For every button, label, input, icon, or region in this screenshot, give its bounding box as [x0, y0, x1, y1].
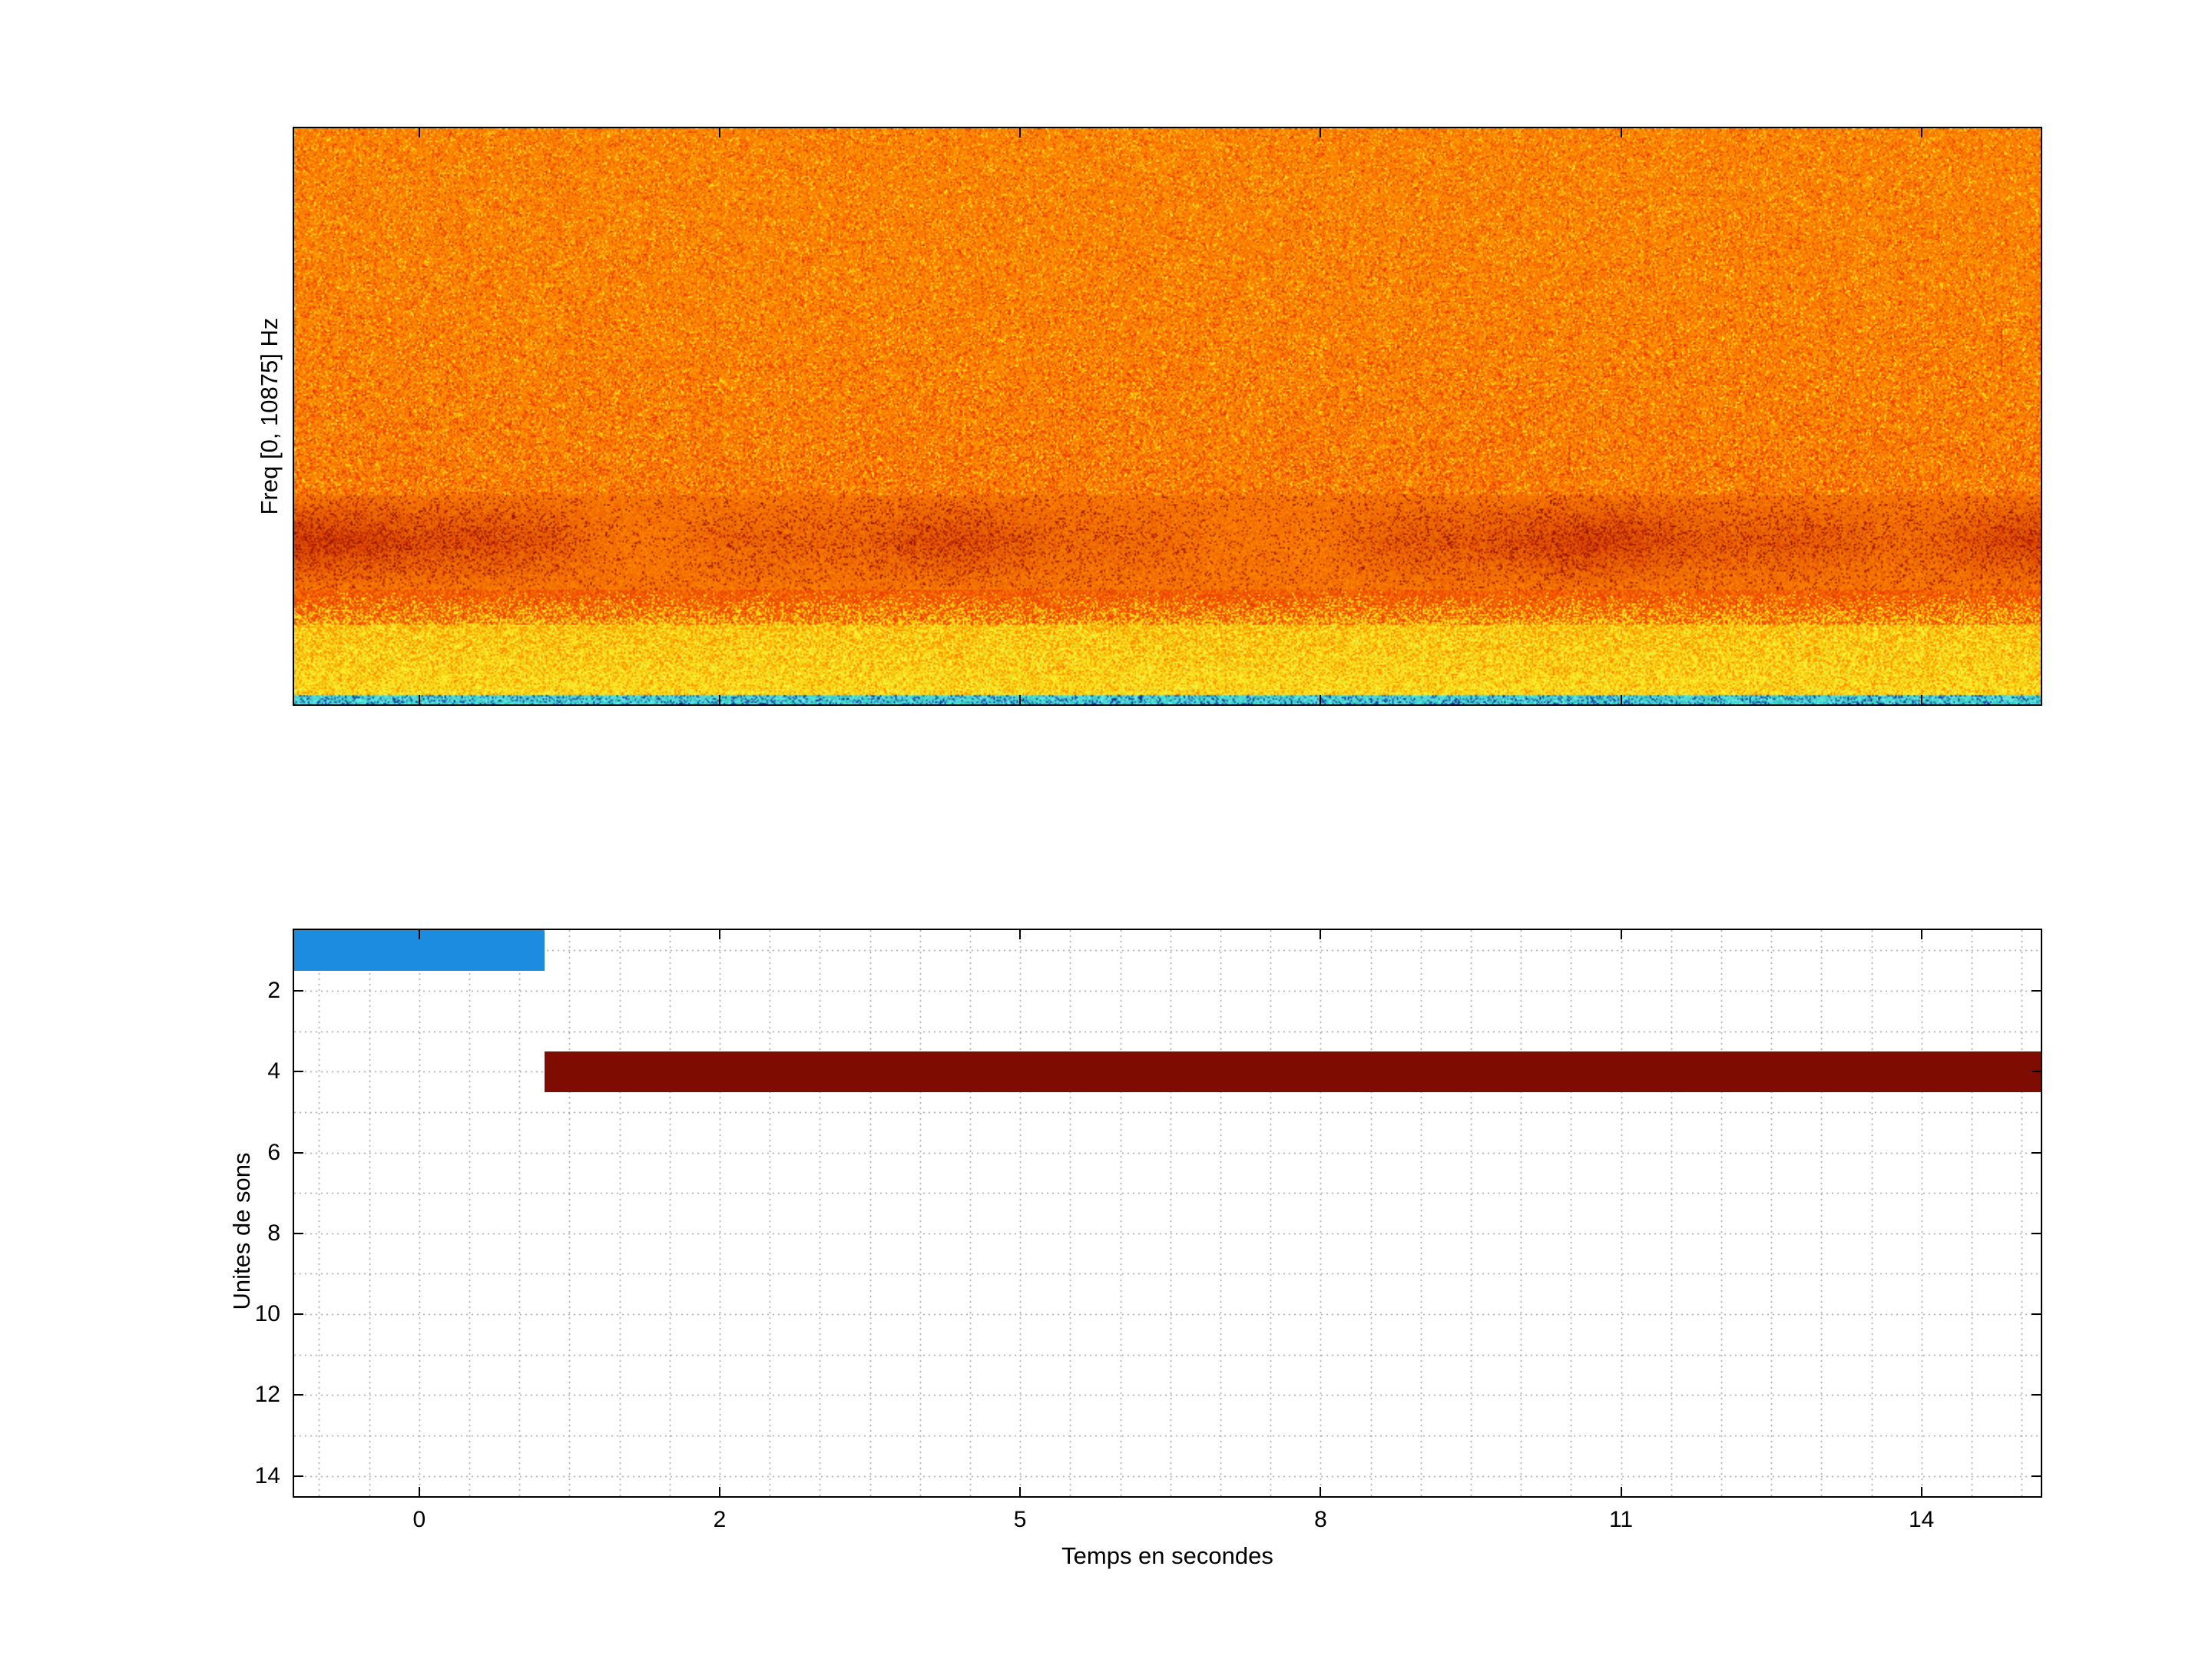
y-tick-label: 12	[254, 1382, 280, 1408]
tick-mark	[718, 930, 720, 939]
spectrogram-image	[294, 128, 2041, 704]
tick-mark	[1920, 128, 1922, 137]
tick-mark	[2032, 1151, 2041, 1154]
tick-mark	[2032, 1475, 2041, 1477]
tick-mark	[1019, 695, 1022, 704]
tick-mark	[1320, 930, 1322, 939]
tick-mark	[2032, 1071, 2041, 1073]
tick-mark	[418, 128, 420, 137]
x-tick-label: 8	[1314, 1507, 1327, 1532]
tick-mark	[718, 128, 720, 137]
y-tick-label: 4	[267, 1058, 280, 1084]
tick-mark	[2032, 1232, 2041, 1234]
x-tick-label: 5	[1013, 1507, 1027, 1532]
tick-mark	[294, 1151, 303, 1154]
x-tick-label: 0	[412, 1507, 426, 1532]
y-tick-label: 8	[267, 1220, 280, 1246]
grid-lines	[294, 930, 2041, 1496]
tick-mark	[294, 1313, 303, 1316]
tick-mark	[294, 989, 303, 992]
tick-mark	[2032, 989, 2041, 992]
y-tick-label: 6	[267, 1139, 280, 1165]
tick-mark	[1920, 1487, 1922, 1496]
timeline-xlabel: Temps en secondes	[1061, 1542, 1273, 1569]
y-tick-label: 10	[254, 1301, 280, 1327]
tick-mark	[1320, 128, 1322, 137]
tick-mark	[718, 1487, 720, 1496]
tick-mark	[1620, 695, 1622, 704]
tick-mark	[2032, 1313, 2041, 1316]
x-tick-label: 11	[1608, 1507, 1634, 1532]
y-tick-label: 14	[254, 1462, 280, 1488]
tick-mark	[1320, 1487, 1322, 1496]
x-tick-label: 14	[1908, 1507, 1935, 1532]
tick-mark	[294, 1394, 303, 1396]
spectrogram-axes	[293, 127, 2042, 706]
tick-mark	[718, 695, 720, 704]
tick-mark	[1620, 1487, 1622, 1496]
tick-mark	[1620, 930, 1622, 939]
timeline-axes	[293, 929, 2042, 1498]
tick-mark	[1920, 930, 1922, 939]
tick-mark	[2032, 1394, 2041, 1396]
x-tick-label: 2	[713, 1507, 727, 1532]
tick-mark	[418, 930, 420, 939]
tick-mark	[294, 1071, 303, 1073]
timeline-bar-unit-4	[544, 1051, 2041, 1092]
tick-mark	[1019, 930, 1022, 939]
tick-mark	[1920, 695, 1922, 704]
tick-mark	[1019, 1487, 1022, 1496]
y-tick-label: 2	[267, 977, 280, 1003]
tick-mark	[418, 695, 420, 704]
tick-mark	[1320, 695, 1322, 704]
tick-mark	[1620, 128, 1622, 137]
tick-mark	[1019, 128, 1022, 137]
tick-mark	[294, 1232, 303, 1234]
tick-mark	[294, 1475, 303, 1477]
tick-mark	[418, 1487, 420, 1496]
